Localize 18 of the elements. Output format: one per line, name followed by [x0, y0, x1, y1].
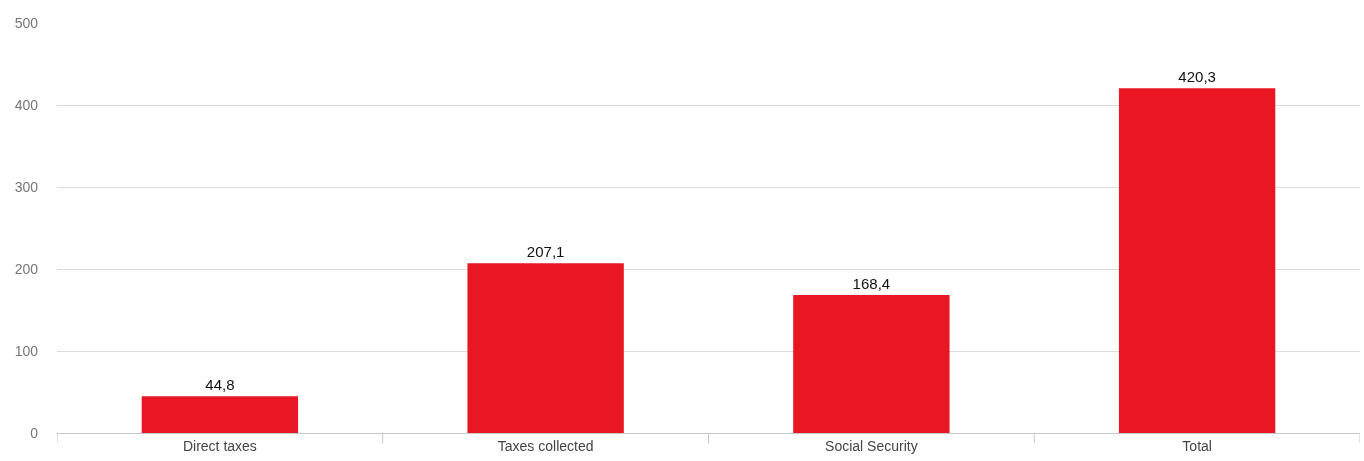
y-tick-label: 400 [14, 96, 39, 113]
y-tick-label: 100 [14, 342, 39, 359]
data-label: 44,8 [205, 376, 235, 394]
bar [467, 263, 624, 433]
x-tick-label: Social Security [825, 437, 918, 454]
data-label: 168,4 [852, 274, 891, 292]
x-tick-label: Total [1182, 437, 1212, 454]
bar [1118, 88, 1276, 433]
y-tick-label: 0 [30, 424, 39, 441]
y-tick-label: 500 [14, 14, 39, 31]
bar [793, 294, 950, 433]
x-tick-label: Direct taxes [182, 437, 257, 454]
data-label: 420,3 [1178, 68, 1216, 86]
x-tick-label: Taxes collected [497, 437, 594, 454]
data-label: 207,1 [526, 243, 565, 261]
y-tick-label: 300 [14, 178, 39, 195]
y-tick-label: 200 [14, 260, 39, 277]
bar [141, 396, 299, 433]
